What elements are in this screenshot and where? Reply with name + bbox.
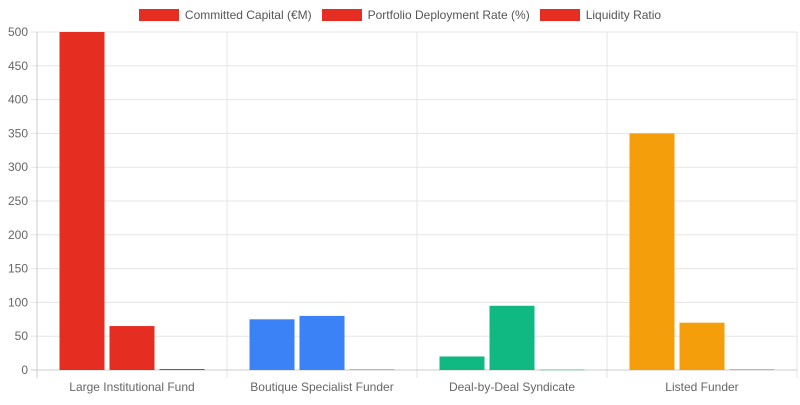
y-tick-label: 350 bbox=[8, 126, 28, 140]
x-tick-label: Deal-by-Deal Syndicate bbox=[449, 380, 575, 394]
legend-swatch bbox=[539, 9, 580, 21]
y-tick-label: 50 bbox=[15, 329, 29, 343]
legend-item-liquidity-ratio[interactable]: Liquidity Ratio bbox=[539, 8, 662, 22]
bar bbox=[249, 319, 295, 370]
legend-swatch bbox=[138, 9, 179, 21]
bar bbox=[539, 369, 585, 371]
legend-label: Committed Capital (€M) bbox=[184, 8, 312, 22]
x-tick-label: Listed Funder bbox=[665, 380, 738, 394]
legend: Committed Capital (€M) Portfolio Deploym… bbox=[0, 8, 800, 22]
bar bbox=[159, 368, 205, 370]
y-tick-label: 500 bbox=[8, 25, 28, 39]
legend-item-deployment-rate[interactable]: Portfolio Deployment Rate (%) bbox=[321, 8, 530, 22]
legend-label: Portfolio Deployment Rate (%) bbox=[367, 8, 530, 22]
y-tick-label: 300 bbox=[8, 160, 28, 174]
legend-swatch bbox=[321, 9, 362, 21]
y-tick-label: 250 bbox=[8, 194, 28, 208]
bar bbox=[299, 315, 345, 370]
y-tick-label: 400 bbox=[8, 93, 28, 107]
x-tick-label: Large Institutional Fund bbox=[69, 380, 194, 394]
bar bbox=[679, 322, 725, 370]
bar bbox=[629, 133, 675, 370]
y-tick-label: 150 bbox=[8, 262, 28, 276]
y-tick-label: 450 bbox=[8, 59, 28, 73]
bar bbox=[109, 326, 155, 370]
bar bbox=[349, 369, 395, 370]
legend-label: Liquidity Ratio bbox=[585, 8, 662, 22]
bar bbox=[489, 305, 535, 370]
legend-item-committed-capital[interactable]: Committed Capital (€M) bbox=[138, 8, 312, 22]
x-tick-label: Boutique Specialist Funder bbox=[250, 380, 393, 394]
y-tick-label: 100 bbox=[8, 295, 28, 309]
y-tick-label: 200 bbox=[8, 228, 28, 242]
bar bbox=[59, 32, 105, 370]
bar bbox=[729, 369, 775, 370]
bar bbox=[439, 356, 485, 370]
y-tick-label: 0 bbox=[21, 363, 28, 377]
